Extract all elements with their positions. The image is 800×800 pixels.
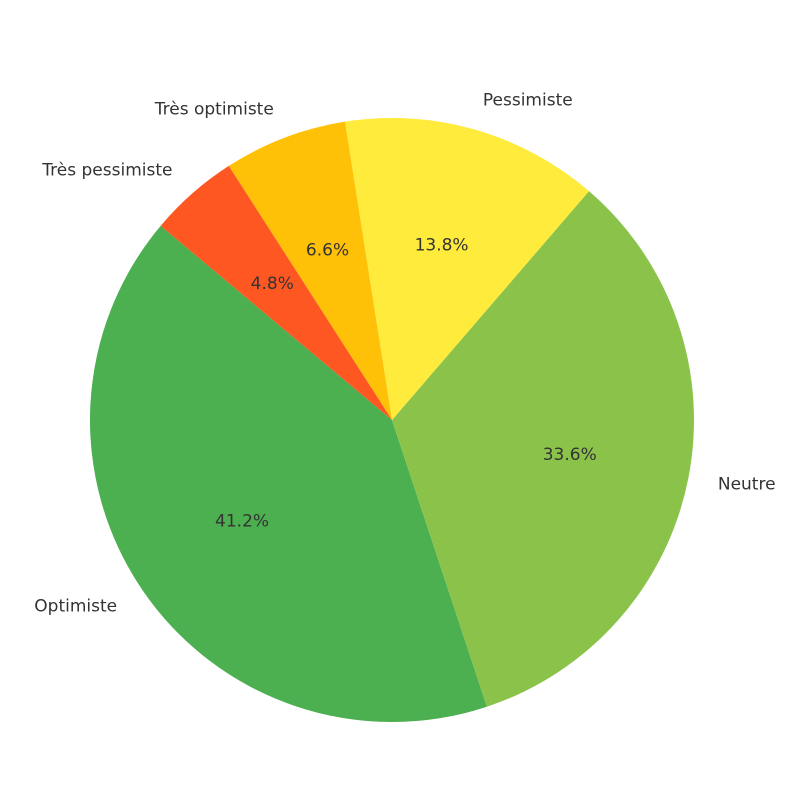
percent-label: 4.8% [251,274,294,294]
pie-slice [344,118,590,421]
percent-label: 41.2% [215,512,269,532]
percent-label: 13.8% [415,236,469,256]
slice-label: Pessimiste [483,90,573,110]
pie-slice [90,225,487,722]
percent-label: 33.6% [543,445,597,465]
pie-slice [392,191,694,707]
slice-label: Très optimiste [154,100,274,120]
percent-label: 6.6% [306,241,349,261]
slice-label: Optimiste [34,597,117,617]
slice-label: Très pessimiste [41,161,172,181]
pie-slice [160,165,392,420]
pie-slice [228,121,392,420]
slice-label: Neutre [718,475,776,495]
